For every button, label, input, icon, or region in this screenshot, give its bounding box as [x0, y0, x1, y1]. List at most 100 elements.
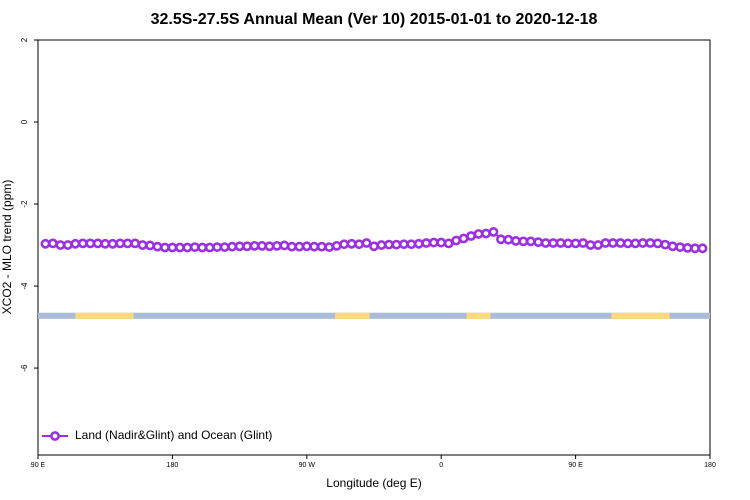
data-point — [197, 242, 208, 253]
data-point — [204, 242, 215, 253]
data-point — [316, 241, 327, 252]
data-point — [264, 241, 275, 252]
y-tick-label: -4 — [20, 282, 29, 290]
data-point — [540, 238, 551, 248]
y-axis-title: XCO2 - MLO trend (ppm) — [0, 180, 14, 315]
data-point — [122, 238, 133, 249]
data-point — [182, 242, 193, 253]
land-segment — [466, 312, 491, 319]
data-point — [384, 239, 394, 250]
legend-label: Land (Nadir&Glint) and Ocean (Glint) — [75, 428, 272, 442]
x-tick-label: 180 — [704, 462, 716, 469]
y-tick-label: -6 — [20, 364, 29, 372]
x-tick-label: 90 W — [299, 462, 316, 469]
data-point — [361, 238, 372, 248]
x-tick-label: 90 E — [31, 462, 46, 469]
data-point — [137, 240, 148, 250]
ocean-band — [38, 312, 710, 319]
data-point — [570, 238, 581, 249]
data-point — [398, 239, 409, 250]
data-point — [510, 236, 521, 246]
data-point — [481, 228, 491, 239]
data-point — [608, 238, 618, 248]
land-segment — [335, 312, 370, 319]
data-point — [107, 238, 118, 249]
data-point — [421, 238, 432, 248]
data-point — [637, 238, 648, 248]
data-point — [286, 241, 297, 252]
data-point — [62, 240, 73, 250]
data-point — [391, 239, 402, 250]
data-point — [473, 229, 484, 239]
data-point — [249, 240, 260, 251]
data-point — [600, 238, 611, 248]
land-segment — [75, 312, 134, 319]
x-tick-label: 180 — [167, 462, 179, 469]
data-point — [428, 237, 439, 248]
data-point — [294, 241, 305, 252]
x-tick-label: 0 — [439, 462, 443, 469]
data-point — [227, 241, 238, 252]
legend-marker — [50, 431, 60, 441]
data-point — [100, 238, 111, 249]
data-point — [354, 239, 364, 250]
data-point — [301, 241, 312, 252]
data-point — [682, 243, 693, 253]
data-point — [346, 238, 357, 249]
land-segment — [611, 312, 670, 319]
data-point — [309, 241, 320, 252]
data-point — [525, 236, 536, 247]
data-point — [55, 240, 66, 250]
data-point — [518, 236, 529, 247]
data-point — [152, 241, 163, 252]
data-point — [212, 242, 223, 252]
data-point — [92, 238, 103, 249]
data-point — [234, 241, 245, 252]
data-point — [242, 241, 252, 252]
data-point — [160, 242, 170, 253]
data-point — [219, 242, 230, 252]
data-point — [257, 240, 267, 251]
y-tick-label: -2 — [20, 200, 29, 208]
data-point — [324, 242, 335, 252]
data-point — [339, 239, 350, 250]
data-point — [145, 240, 155, 251]
data-point — [174, 242, 185, 253]
data-point — [697, 243, 708, 254]
plot-frame — [37, 39, 711, 456]
data-point — [189, 242, 200, 252]
data-point — [593, 240, 603, 250]
data-point — [376, 240, 387, 250]
data-point — [458, 233, 469, 244]
data-point — [488, 227, 499, 237]
data-point — [413, 238, 424, 249]
data-point — [70, 238, 81, 249]
data-point — [331, 240, 342, 251]
x-axis-title: Longitude (deg E) — [326, 476, 421, 490]
data-point — [503, 234, 514, 245]
x-tick-label: 90 E — [568, 462, 583, 469]
data-point — [443, 238, 454, 249]
data-point — [272, 240, 282, 251]
data-point — [548, 238, 559, 248]
data-point — [667, 241, 678, 252]
data-point — [40, 238, 51, 249]
data-point — [85, 238, 96, 249]
data-point — [496, 234, 506, 245]
data-point — [615, 238, 626, 248]
data-point — [466, 231, 476, 241]
data-point — [675, 242, 686, 252]
data-point — [652, 238, 663, 249]
y-tick-label: 2 — [20, 37, 29, 42]
data-point — [115, 238, 126, 249]
data-point — [690, 243, 700, 254]
data-point — [585, 240, 596, 250]
chart-title: 32.5S-27.5S Annual Mean (Ver 10) 2015-01… — [151, 11, 598, 28]
data-point — [645, 238, 656, 248]
data-point — [630, 238, 641, 249]
data-point — [48, 238, 58, 249]
data-point — [369, 241, 379, 252]
y-tick-label: 0 — [20, 119, 29, 124]
data-point — [406, 239, 417, 250]
